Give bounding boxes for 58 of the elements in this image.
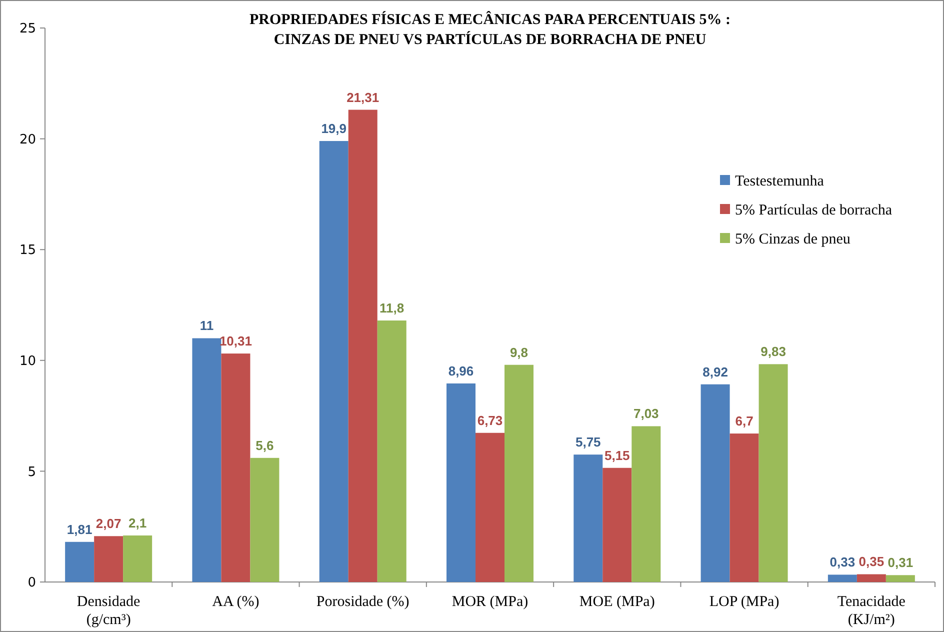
bar — [700, 384, 730, 582]
legend-label: 5% Cinzas de pneu — [735, 231, 851, 248]
bar — [221, 354, 250, 582]
chart-title: PROPRIEDADES FÍSICAS E MECÂNICAS PARA PERCENTUAIS 5% : CINZAS DE PNEU VS PARTÍCULAS DE BORRACHA DE PNEU — [249, 10, 731, 48]
bar — [504, 364, 534, 582]
x-tick-label: MOR (MPa) — [452, 594, 528, 610]
data-label: 5,15 — [604, 448, 630, 463]
bar — [758, 364, 788, 582]
bar — [446, 383, 476, 582]
bar — [602, 468, 632, 582]
y-tick-label: 0 — [28, 576, 36, 591]
bar — [377, 320, 406, 582]
data-label: 8,92 — [702, 364, 728, 380]
data-label: 0,33 — [830, 554, 856, 570]
data-label: 5,6 — [256, 438, 274, 453]
bar — [65, 542, 94, 582]
x-tick-label: Tenacidade (KJ/m²) — [837, 594, 906, 628]
legend-label: Testestemunha — [735, 173, 824, 190]
bar — [632, 426, 661, 582]
bar — [886, 575, 915, 582]
bar — [250, 458, 280, 582]
data-label: 9,83 — [760, 344, 786, 360]
bar — [828, 574, 857, 582]
data-label: 19,9 — [321, 121, 347, 136]
data-label: 11 — [200, 318, 214, 334]
data-label: 8,96 — [448, 363, 474, 378]
y-tick-label: 25 — [19, 22, 36, 37]
x-tick-label: AA (%) — [212, 594, 260, 610]
data-label: 21,31 — [346, 90, 380, 105]
y-tick-label: 10 — [19, 354, 36, 369]
bar — [574, 454, 603, 582]
bar — [319, 141, 348, 582]
bar — [730, 434, 759, 582]
x-tick-label: Porosidade (%) — [316, 594, 410, 610]
data-label: 2,07 — [96, 516, 122, 532]
data-label: 1,81 — [66, 522, 92, 537]
bar — [192, 338, 222, 582]
data-label: 0,35 — [858, 554, 884, 570]
bar — [856, 574, 886, 582]
data-label: 9,8 — [510, 344, 528, 360]
data-label: 6,73 — [477, 412, 503, 428]
bar — [476, 432, 504, 582]
x-tick-label: Densidade (g/cm³) — [76, 594, 141, 628]
y-tick-label: 20 — [19, 132, 36, 148]
legend-label: 5% Partículas de borracha — [735, 202, 892, 218]
data-label: 11,8 — [380, 300, 404, 316]
x-tick-label: MOE (MPa) — [579, 594, 655, 610]
bar — [348, 110, 378, 582]
y-tick-label: 5 — [28, 464, 36, 480]
bar — [123, 535, 152, 582]
bar — [94, 536, 124, 582]
x-tick-label: LOP (MPa) — [709, 594, 780, 610]
data-label: 5,75 — [575, 434, 601, 450]
data-label: 7,03 — [633, 406, 659, 422]
data-label: 2,1 — [128, 515, 147, 530]
y-tick-label: 15 — [19, 243, 36, 258]
data-label: 6,7 — [735, 414, 754, 429]
data-label: 0,31 — [888, 555, 914, 570]
